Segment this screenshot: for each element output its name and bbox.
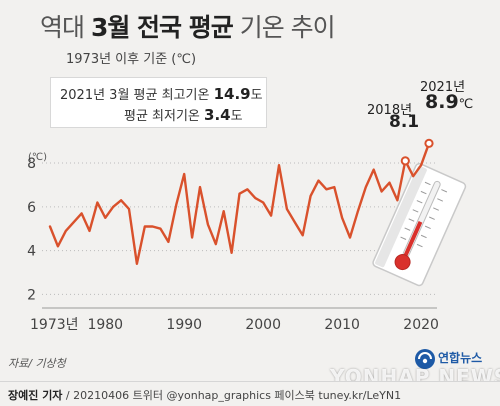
- x-tick-label: 1990: [166, 317, 202, 333]
- highlight-point-2018: [400, 156, 410, 166]
- info-max-label: 2021년 3월 평균 최고기온: [60, 88, 210, 103]
- title-suffix: 기온 추이: [232, 13, 336, 42]
- highlight-point-2021: [424, 138, 434, 148]
- y-tick-label: 6: [27, 200, 36, 216]
- annotation-2021-value: 8.9℃: [425, 91, 473, 113]
- x-tick-label: 1980: [87, 317, 123, 333]
- chart-subtitle: 1973년 이후 기준 (℃): [66, 52, 197, 67]
- annotation-2021-unit: ℃: [458, 97, 474, 112]
- x-tick-label: 2000: [245, 317, 281, 333]
- footer-bar: 장예진 기자 / 20210406 트위터 @yonhap_graphics 페…: [0, 381, 500, 406]
- info-box: 2021년 3월 평균 최고기온 14.9도 평균 최저기온 3.4도: [50, 77, 267, 128]
- chart-title: 역대 3월 전국 평균 기온 추이: [40, 8, 336, 44]
- annotation-2018-year: 2018년: [367, 103, 413, 118]
- info-min-label: 평균 최저기온: [124, 109, 200, 124]
- x-tick-label: 2010: [324, 317, 360, 333]
- y-tick-label: 2: [27, 287, 36, 303]
- footer-text: 장예진 기자 / 20210406 트위터 @yonhap_graphics 페…: [8, 387, 401, 403]
- logo-text: 연합뉴스: [438, 351, 483, 365]
- info-min-unit: 도: [230, 109, 243, 124]
- source-note: 자료/ 기상청: [8, 357, 66, 370]
- points-layer: [400, 138, 434, 166]
- y-tick-label: 4: [27, 244, 36, 260]
- info-max-row: 2021년 3월 평균 최고기온 14.9도: [60, 84, 263, 103]
- info-min-row: 평균 최저기온 3.4도: [124, 105, 243, 124]
- title-highlight: 3월 전국 평균: [90, 13, 234, 42]
- tick-layer: 2 4 6 8 1973년 1980 1990 2000 2010 2020: [27, 156, 439, 333]
- annotation-2021-year: 2021년: [420, 80, 466, 95]
- y-axis-unit: (℃): [28, 152, 48, 163]
- x-tick-label: 2020: [403, 317, 439, 333]
- x-tick-label: 1973년: [30, 317, 79, 333]
- thermometer-illustration: [372, 162, 467, 287]
- grid-layer: [42, 162, 437, 309]
- series-layer: [48, 142, 431, 265]
- reporter-name: 장예진 기자: [8, 389, 63, 402]
- info-max-unit: 도: [250, 88, 263, 103]
- y-tick-label: 8: [27, 156, 36, 172]
- title-prefix: 역대: [40, 13, 91, 42]
- info-min-value: 3.4: [204, 106, 231, 124]
- annotation-2018-value: 8.1: [389, 112, 420, 132]
- series-line: [48, 142, 431, 265]
- info-max-value: 14.9: [213, 85, 251, 103]
- yonhap-logo-icon: [415, 349, 435, 369]
- annotation-2021-number: 8.9: [425, 91, 459, 113]
- footer-credits: / 20210406 트위터 @yonhap_graphics 페이스북 tun…: [62, 389, 402, 402]
